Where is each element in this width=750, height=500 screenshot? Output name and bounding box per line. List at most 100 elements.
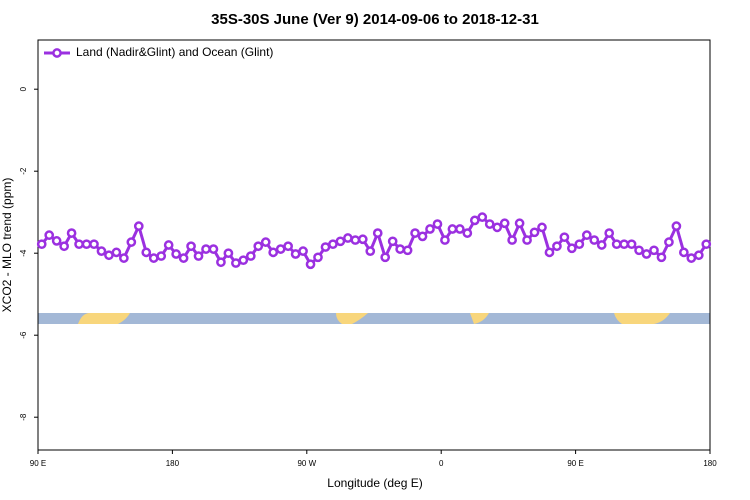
data-point [216, 257, 226, 268]
x-tick-label: 0 [439, 459, 444, 468]
data-point [559, 232, 570, 243]
y-tick-label: -4 [19, 249, 28, 257]
data-point [313, 252, 323, 263]
data-point [693, 250, 704, 261]
data-point [133, 221, 144, 231]
data-point [141, 247, 152, 258]
data-point [81, 239, 92, 250]
data-point [432, 219, 443, 229]
data-point [186, 241, 196, 252]
data-point [275, 244, 286, 254]
data-point [574, 239, 585, 250]
data-point [268, 247, 279, 258]
data-point [462, 228, 473, 238]
data-point [581, 230, 592, 241]
data-point [619, 239, 629, 250]
y-axis-label: XCO2 - MLO trend (ppm) [0, 178, 14, 313]
data-point [671, 221, 682, 231]
data-point [425, 224, 435, 234]
x-tick-label: 90 E [30, 459, 46, 468]
data-point [119, 253, 129, 263]
data-point [163, 240, 174, 250]
data-point [596, 240, 607, 250]
data-point [395, 244, 405, 254]
data-point [567, 243, 577, 254]
data-point [522, 235, 532, 245]
data-point [589, 235, 600, 245]
data-point [552, 241, 562, 252]
data-point [156, 251, 167, 261]
y-tick-label: 0 [19, 86, 28, 91]
data-point [223, 248, 234, 259]
data-point [305, 259, 316, 270]
data-point [208, 244, 219, 254]
chart-title: 35S-30S June (Ver 9) 2014-09-06 to 2018-… [211, 11, 539, 28]
data-point [253, 241, 264, 252]
data-point [231, 258, 241, 268]
data-point [260, 237, 271, 247]
data-point [656, 252, 667, 263]
data-point [193, 251, 204, 261]
data-point [89, 239, 99, 250]
data-point [380, 252, 391, 263]
data-point [447, 224, 458, 234]
data-point [387, 236, 398, 247]
data-point [59, 241, 69, 252]
data-point [484, 219, 495, 229]
data-point [201, 244, 211, 254]
data-point [74, 239, 84, 250]
data-point [372, 228, 383, 238]
data-point [701, 239, 712, 250]
x-tick-label: 90 W [297, 459, 316, 468]
x-tick-label: 180 [703, 459, 717, 468]
data-point [537, 222, 547, 233]
data-point [417, 231, 428, 242]
y-tick-label: -8 [19, 413, 28, 421]
data-point [529, 227, 540, 238]
data-point [171, 249, 181, 259]
data-point [96, 246, 107, 256]
data-point [440, 235, 450, 245]
data-point [148, 253, 159, 263]
data-point [492, 222, 503, 233]
data-point [507, 235, 517, 245]
data-point [365, 246, 376, 256]
data-point [499, 218, 510, 229]
data-point [178, 253, 189, 263]
data-point [320, 242, 331, 252]
data-point [410, 228, 420, 238]
data-point [357, 234, 368, 245]
data-point [298, 246, 308, 256]
x-axis-label: Longitude (deg E) [327, 476, 422, 490]
data-point [66, 228, 77, 238]
data-point [335, 236, 346, 247]
data-point [664, 237, 674, 247]
data-point [350, 235, 361, 245]
legend-label: Land (Nadir&Glint) and Ocean (Glint) [76, 45, 273, 59]
data-point [649, 245, 659, 256]
data-point [604, 228, 615, 238]
data-point [36, 239, 47, 250]
data-point [343, 233, 353, 243]
data-point [44, 230, 55, 241]
data-point [626, 239, 637, 250]
y-tick-label: -2 [19, 167, 28, 175]
y-tick-label: -6 [19, 331, 28, 339]
data-point [679, 247, 689, 258]
data-point [290, 249, 301, 259]
data-point [477, 212, 488, 222]
data-point [111, 247, 122, 258]
data-point [283, 241, 293, 252]
data-point [328, 239, 338, 250]
x-tick-label: 90 E [567, 459, 583, 468]
data-point [402, 245, 413, 256]
data-point [514, 218, 525, 229]
data-point [51, 236, 62, 246]
legend-marker [52, 48, 62, 58]
data-point [686, 253, 697, 263]
data-point [126, 237, 137, 247]
data-point [238, 255, 249, 266]
x-tick-label: 180 [166, 459, 180, 468]
data-point [104, 250, 114, 261]
